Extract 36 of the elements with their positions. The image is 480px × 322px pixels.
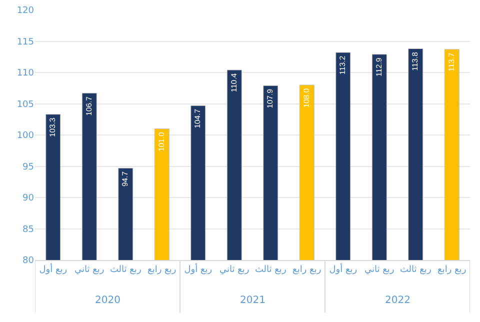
- y-tick-label: 95: [22, 162, 34, 172]
- x-tick-label: ربع ثاني: [219, 264, 250, 275]
- data-label: 113.7: [446, 52, 456, 72]
- data-label: 106.7: [84, 96, 94, 116]
- x-tick-label: ربع رابع: [438, 264, 466, 275]
- data-label: 94.7: [120, 171, 130, 186]
- y-tick-label: 115: [16, 37, 34, 48]
- data-label: 107.9: [266, 88, 275, 108]
- x-tick-label: ربع أول: [39, 262, 68, 275]
- data-label: 104.7: [193, 108, 202, 128]
- x-tick-label: ربع ثالث: [254, 264, 286, 275]
- y-tick-label: 105: [16, 100, 34, 110]
- data-label: 108.0: [302, 88, 311, 108]
- y-tick-label: 85: [22, 224, 34, 235]
- x-tick-label: ربع ثاني: [364, 264, 394, 275]
- data-label: 110.4: [229, 72, 238, 92]
- data-label: 112.9: [374, 58, 384, 76]
- x-tick-label: ربع أول: [329, 262, 358, 275]
- data-label: 113.8: [410, 52, 420, 71]
- text: 2021: [240, 295, 266, 306]
- y-tick-label: 120: [16, 6, 34, 16]
- x-tick-label: ربع رابع: [148, 264, 176, 275]
- data-label: 101.0: [156, 132, 166, 152]
- x-tick-label: ربع ثاني: [74, 264, 104, 275]
- text: 2020: [95, 295, 120, 306]
- x-tick-label: ربع رابع: [292, 264, 322, 275]
- x-tick-label: ربع ثالث: [400, 264, 432, 275]
- y-tick-label: 80: [22, 256, 34, 266]
- text: 2022: [385, 295, 410, 306]
- x-tick-label: ربع أول: [184, 262, 212, 275]
- x-tick-label: ربع ثالث: [110, 264, 142, 275]
- y-tick-label: 110: [16, 68, 34, 79]
- data-label: 103.3: [48, 118, 58, 138]
- y-tick-label: 100: [16, 131, 34, 142]
- data-label: 113.2: [338, 56, 348, 75]
- y-tick-label: 90: [22, 194, 34, 204]
